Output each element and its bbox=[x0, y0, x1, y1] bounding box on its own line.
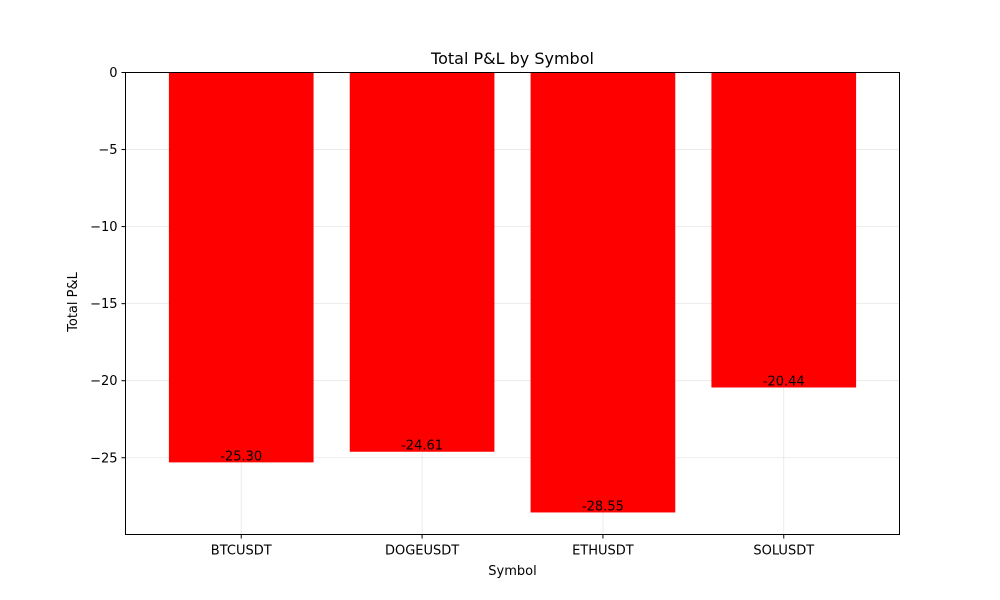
y-tick-label: 0 bbox=[109, 66, 117, 81]
chart-title: Total P&L by Symbol bbox=[430, 49, 594, 68]
plot-frame bbox=[125, 72, 900, 535]
y-tick-label: −10 bbox=[90, 220, 117, 235]
data-label-ethusdt: -28.55 bbox=[582, 499, 624, 514]
y-tick-label: −25 bbox=[90, 451, 117, 466]
x-tick-label-solusdt: SOLUSDT bbox=[753, 544, 814, 559]
data-labels: -25.30 -24.61 -28.55 -20.44 bbox=[220, 374, 804, 514]
data-label-btcusdt: -25.30 bbox=[220, 449, 262, 464]
bar-ethusdt bbox=[530, 72, 676, 513]
bar-btcusdt bbox=[168, 72, 314, 463]
data-label-dogeusdt: -24.61 bbox=[401, 439, 443, 454]
y-tick-label: −20 bbox=[90, 374, 117, 389]
data-label-solusdt: -20.44 bbox=[763, 374, 805, 389]
bar-solusdt bbox=[711, 72, 857, 388]
axis-ticks: 0 −5 −10 −15 −20 −25 BTCUSDT DOGEUSDT ETHUSDT SOL… bbox=[90, 66, 814, 559]
x-tick-label-btcusdt: BTCUSDT bbox=[211, 544, 272, 559]
y-axis-label: Total P&L bbox=[66, 271, 81, 332]
y-tick-label: −15 bbox=[90, 297, 117, 312]
bar-dogeusdt bbox=[349, 72, 495, 452]
x-axis-label: Symbol bbox=[488, 564, 536, 579]
x-tick-label-dogeusdt: DOGEUSDT bbox=[385, 544, 459, 559]
bars bbox=[168, 72, 857, 513]
y-tick-label: −5 bbox=[98, 143, 117, 158]
x-tick-label-ethusdt: ETHUSDT bbox=[572, 544, 634, 559]
